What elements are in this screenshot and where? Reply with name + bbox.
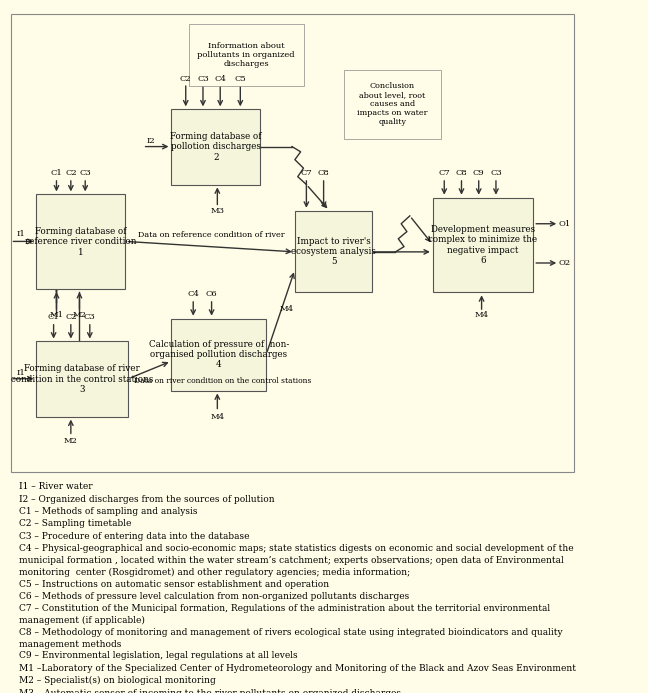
Text: Development measures
complex to minimize the
negative impact
6: Development measures complex to minimize… bbox=[428, 225, 538, 265]
Text: C2: C2 bbox=[65, 168, 76, 177]
Text: I1: I1 bbox=[16, 369, 25, 377]
Text: C1: C1 bbox=[48, 313, 60, 321]
Text: C1: C1 bbox=[51, 168, 62, 177]
FancyBboxPatch shape bbox=[171, 109, 260, 184]
Text: I2: I2 bbox=[147, 137, 156, 145]
Text: Data on reference condition of river: Data on reference condition of river bbox=[138, 231, 285, 239]
Text: Information about
pollutants in organized
discharges: Information about pollutants in organize… bbox=[197, 42, 295, 68]
Text: M2: M2 bbox=[73, 311, 86, 319]
Text: C7 – Constitution of the Municipal formation, Regulations of the administration : C7 – Constitution of the Municipal forma… bbox=[19, 604, 550, 613]
Text: I2 – Organized discharges from the sources of pollution: I2 – Organized discharges from the sourc… bbox=[19, 495, 275, 504]
Text: C7: C7 bbox=[301, 168, 312, 177]
Text: M1: M1 bbox=[49, 311, 64, 319]
Text: M1 –Laboratory of the Specialized Center of Hydrometeorology and Monitoring of t: M1 –Laboratory of the Specialized Center… bbox=[19, 664, 576, 673]
Text: C2 – Sampling timetable: C2 – Sampling timetable bbox=[19, 519, 132, 528]
Text: C4: C4 bbox=[187, 290, 199, 299]
FancyBboxPatch shape bbox=[36, 342, 128, 416]
Text: Conclusion
about level, root
causes and
impacts on water
quality: Conclusion about level, root causes and … bbox=[357, 82, 428, 126]
Text: C3: C3 bbox=[84, 313, 96, 321]
Text: M4: M4 bbox=[210, 413, 224, 421]
Text: monitoring  center (Rosgidromet) and other regulatory agencies; media informatio: monitoring center (Rosgidromet) and othe… bbox=[19, 568, 410, 577]
Text: I1 – River water: I1 – River water bbox=[19, 482, 93, 491]
Text: O1: O1 bbox=[559, 220, 571, 228]
FancyBboxPatch shape bbox=[343, 70, 441, 139]
Text: M2: M2 bbox=[64, 437, 78, 445]
FancyBboxPatch shape bbox=[433, 198, 533, 292]
Text: Forming database of river
condition in the control stations
3: Forming database of river condition in t… bbox=[11, 365, 154, 394]
Text: M4: M4 bbox=[279, 305, 294, 313]
FancyBboxPatch shape bbox=[295, 211, 373, 292]
FancyBboxPatch shape bbox=[10, 15, 573, 472]
Text: Calculation of pressure of  non-
organised pollution discharges
4: Calculation of pressure of non- organise… bbox=[148, 340, 289, 369]
Text: C3: C3 bbox=[79, 168, 91, 177]
Text: management (if applicable): management (if applicable) bbox=[19, 616, 145, 625]
Text: municipal formation , located within the water stream’s catchment; experts obser: municipal formation , located within the… bbox=[19, 556, 564, 565]
Text: I1: I1 bbox=[16, 229, 25, 238]
Text: M4: M4 bbox=[474, 311, 489, 319]
Text: C1 – Methods of sampling and analysis: C1 – Methods of sampling and analysis bbox=[19, 507, 198, 516]
Text: C2: C2 bbox=[65, 313, 76, 321]
Text: C6 – Methods of pressure level calculation from non-organized pollutants dischar: C6 – Methods of pressure level calculati… bbox=[19, 592, 410, 601]
FancyBboxPatch shape bbox=[189, 24, 303, 87]
Text: C8: C8 bbox=[318, 168, 329, 177]
Text: C5 – Instructions on automatic sensor establishment and operation: C5 – Instructions on automatic sensor es… bbox=[19, 579, 329, 588]
Text: C9 – Environmental legislation, legal regulations at all levels: C9 – Environmental legislation, legal re… bbox=[19, 651, 298, 660]
Text: management methods: management methods bbox=[19, 640, 122, 649]
Text: C4 – Physical-geographical and socio-economic maps; state statistics digests on : C4 – Physical-geographical and socio-eco… bbox=[19, 544, 573, 553]
Text: C4: C4 bbox=[214, 75, 226, 82]
Text: C3: C3 bbox=[490, 168, 502, 177]
Text: C5: C5 bbox=[235, 75, 246, 82]
Text: C3: C3 bbox=[197, 75, 209, 82]
Text: M2 – Specialist(s) on biological monitoring: M2 – Specialist(s) on biological monitor… bbox=[19, 676, 216, 685]
Text: C9: C9 bbox=[473, 168, 485, 177]
FancyBboxPatch shape bbox=[36, 194, 126, 289]
Text: C3 – Procedure of entering data into the database: C3 – Procedure of entering data into the… bbox=[19, 532, 249, 541]
Text: C8 – Methodology of monitoring and management of rivers ecological state using i: C8 – Methodology of monitoring and manag… bbox=[19, 628, 562, 637]
Text: M3 – Automatic sensor of incoming to the river pollutants on organized discharge: M3 – Automatic sensor of incoming to the… bbox=[19, 689, 401, 693]
Text: Forming database of
pollotion discharges
2: Forming database of pollotion discharges… bbox=[170, 132, 262, 161]
Text: Data on river condition on the control stations: Data on river condition on the control s… bbox=[134, 377, 312, 385]
Text: Impact to river's
ecosystem analysis
5: Impact to river's ecosystem analysis 5 bbox=[291, 236, 376, 266]
Text: C6: C6 bbox=[206, 290, 217, 299]
Text: C7: C7 bbox=[439, 168, 450, 177]
Text: C8: C8 bbox=[456, 168, 467, 177]
Text: Forming database of
reference river condition
1: Forming database of reference river cond… bbox=[25, 227, 137, 256]
Text: C2: C2 bbox=[180, 75, 192, 82]
FancyBboxPatch shape bbox=[171, 319, 266, 391]
Text: O2: O2 bbox=[559, 259, 571, 267]
Text: M3: M3 bbox=[211, 207, 224, 215]
